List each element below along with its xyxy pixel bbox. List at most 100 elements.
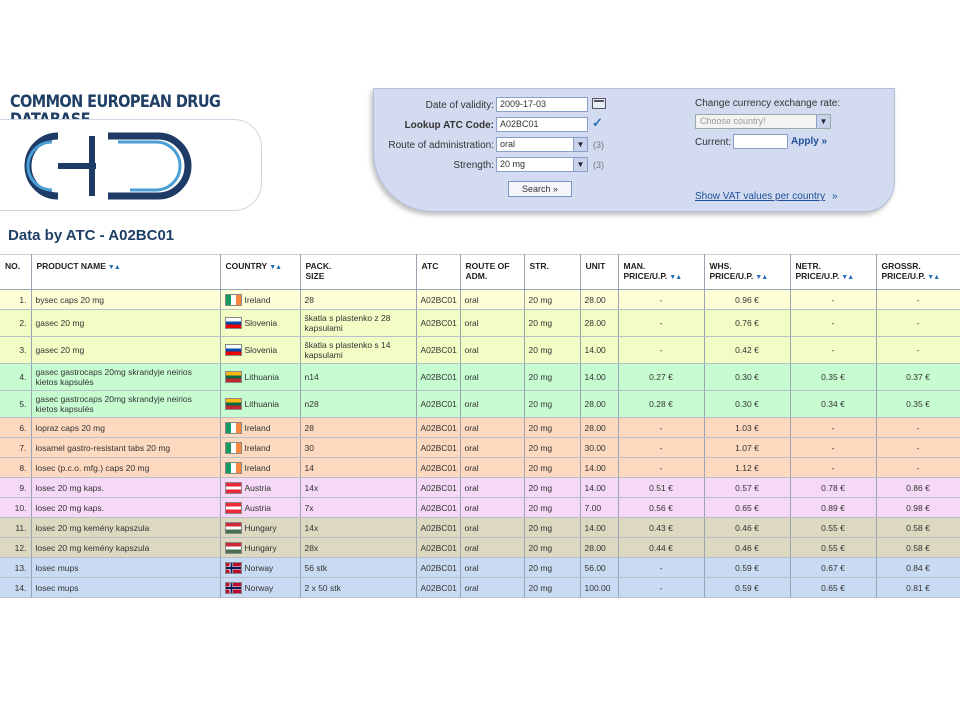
cell-gross-price: 0.35 € (876, 390, 960, 418)
table-row[interactable]: 11. losec 20 mg kemény kapszula Hungary 14x… (0, 517, 960, 538)
cell-netr-price: - (790, 417, 877, 438)
cell-atc: A02BC01 (416, 417, 461, 438)
cell-no: 13. (0, 557, 32, 578)
table-row[interactable]: 13. losec mups Norway 56 stk A02BC01 oral 20 m… (0, 557, 960, 578)
cell-atc: A02BC01 (416, 363, 461, 391)
cell-pack: 28 (300, 289, 417, 310)
country-label: Hungary (244, 522, 277, 533)
col-man-label-2: PRICE/U.P. (623, 271, 668, 281)
cell-route: oral (460, 577, 525, 598)
country-label: Austria (244, 482, 271, 493)
country-label: Hungary (244, 542, 277, 553)
col-man-price[interactable]: MAN. PRICE/U.P. ▼▲ (618, 254, 705, 290)
table-row[interactable]: 8. losec (p.c.o. mfg.) caps 20 mg Ireland 1… (0, 457, 960, 478)
cell-atc: A02BC01 (416, 309, 461, 337)
search-button[interactable]: Search » (508, 181, 572, 197)
table-row[interactable]: 9. losec 20 mg kaps. Austria 14x A02BC01 oral… (0, 477, 960, 498)
atc-input[interactable]: A02BC01 (496, 117, 588, 132)
lithuania-flag-icon (224, 398, 242, 410)
date-row: Date of validity: 2009-17-03 (374, 97, 674, 115)
cell-man-price: 0.28 € (618, 390, 705, 418)
atc-label: Lookup ATC Code: (404, 120, 494, 131)
cell-no: 6. (0, 417, 32, 438)
table-row[interactable]: 6. lopraz caps 20 mg Ireland 28 A02BC01 oral 2… (0, 417, 960, 438)
table-row[interactable]: 7. losamel gastro-resistant tabs 20 mg Ire… (0, 437, 960, 458)
table-row[interactable]: 14. losec mups Norway 2 x 50 stk A02BC01 oral… (0, 577, 960, 598)
cell-gross-price: 0.98 € (876, 497, 960, 518)
strength-label: Strength: (453, 160, 494, 171)
cell-product: losec 20 mg kemény kapszula (31, 517, 221, 538)
cell-country: Austria (220, 477, 301, 498)
currency-country-select[interactable]: Choose country! ▼ (695, 114, 831, 129)
cell-gross-price: - (876, 417, 960, 438)
col-whs-price[interactable]: WHS. PRICE/U.P. ▼▲ (704, 254, 791, 290)
cell-gross-price: 0.81 € (876, 577, 960, 598)
cell-str: 20 mg (524, 437, 581, 458)
current-rate-input[interactable] (733, 134, 788, 149)
cell-atc: A02BC01 (416, 497, 461, 518)
cell-unit: 28.00 (580, 417, 619, 438)
col-gross-price[interactable]: GROSSR. PRICE/U.P. ▼▲ (876, 254, 960, 290)
sort-icon[interactable]: ▼▲ (927, 274, 940, 281)
col-man-label-1: MAN. (623, 261, 646, 271)
cell-route: oral (460, 457, 525, 478)
cell-unit: 14.00 (580, 477, 619, 498)
sort-icon[interactable]: ▼▲ (669, 274, 682, 281)
cell-man-price: 0.27 € (618, 363, 705, 391)
cedd-logo-icon (24, 132, 192, 200)
norway-flag-icon (224, 561, 242, 574)
table-row[interactable]: 1. bysec caps 20 mg Ireland 28 A02BC01 oral 20… (0, 289, 960, 310)
cell-country: Lithuania (220, 363, 301, 391)
cell-whs-price: 0.96 € (704, 289, 791, 310)
sort-icon[interactable]: ▼▲ (107, 264, 121, 271)
cell-str: 20 mg (524, 517, 581, 538)
calendar-icon[interactable] (592, 98, 606, 109)
cell-str: 20 mg (524, 363, 581, 391)
cell-pack: škatla s plastenko z 28 kapsulami (300, 309, 417, 337)
cell-atc: A02BC01 (416, 537, 461, 558)
cell-country: Austria (220, 497, 301, 518)
col-gross-label-1: GROSSR. (881, 261, 921, 271)
strength-select[interactable]: 20 mg ▼ (496, 157, 588, 172)
col-country[interactable]: COUNTRY ▼▲ (220, 254, 301, 290)
sort-icon[interactable]: ▼▲ (755, 274, 768, 281)
sort-icon[interactable]: ▼▲ (841, 274, 854, 281)
table-row[interactable]: 4. gasec gastrocaps 20mg skrandyje neirio… (0, 363, 960, 391)
table-row[interactable]: 3. gasec 20 mg Slovenia škatla s plastenko … (0, 336, 960, 364)
currency-label: Change currency exchange rate: (695, 98, 841, 109)
table-row[interactable]: 5. gasec gastrocaps 20mg skrandyje neirio… (0, 390, 960, 418)
sort-icon[interactable]: ▼▲ (269, 264, 282, 271)
table-header-row: NO. PRODUCT NAME ▼▲ COUNTRY ▼▲ PACK. SIZE A… (0, 254, 960, 290)
cell-whs-price: 1.03 € (704, 417, 791, 438)
cell-country: Slovenia (220, 336, 301, 364)
cell-whs-price: 0.46 € (704, 517, 791, 538)
country-label: Slovenia (244, 345, 278, 355)
col-no: NO. (0, 254, 32, 290)
table-row[interactable]: 12. losec 20 mg kemény kapszula Hungary 28x… (0, 537, 960, 558)
cell-pack: 30 (300, 437, 417, 458)
cell-no: 5. (0, 390, 32, 418)
show-vat-link[interactable]: Show VAT values per country (695, 191, 826, 202)
cell-netr-price: 0.67 € (790, 557, 877, 578)
cell-man-price: - (618, 457, 705, 478)
apply-button[interactable]: Apply » (791, 136, 828, 147)
cell-whs-price: 0.65 € (704, 497, 791, 518)
col-netr-price[interactable]: NETR. PRICE/U.P. ▼▲ (790, 254, 877, 290)
cell-no: 9. (0, 477, 32, 498)
cell-man-price: 0.51 € (618, 477, 705, 498)
cell-gross-price: - (876, 437, 960, 458)
date-input[interactable]: 2009-17-03 (496, 97, 588, 112)
cell-gross-price: - (876, 457, 960, 478)
table-row[interactable]: 2. gasec 20 mg Slovenia škatla s plastenko … (0, 309, 960, 337)
table-row[interactable]: 10. losec 20 mg kaps. Austria 7x A02BC01 oral… (0, 497, 960, 518)
cell-no: 1. (0, 289, 32, 310)
cell-pack: 28x (300, 537, 417, 558)
cell-man-price: - (618, 557, 705, 578)
atc-row: Lookup ATC Code: A02BC01 ✓ (374, 115, 674, 135)
col-route-label-1: ROUTE OF (465, 261, 510, 271)
col-product[interactable]: PRODUCT NAME ▼▲ (31, 254, 221, 290)
date-label: Date of validity: (425, 100, 494, 111)
route-select[interactable]: oral ▼ (496, 137, 588, 152)
cell-pack: 28 (300, 417, 417, 438)
norway-flag-icon (224, 581, 242, 594)
